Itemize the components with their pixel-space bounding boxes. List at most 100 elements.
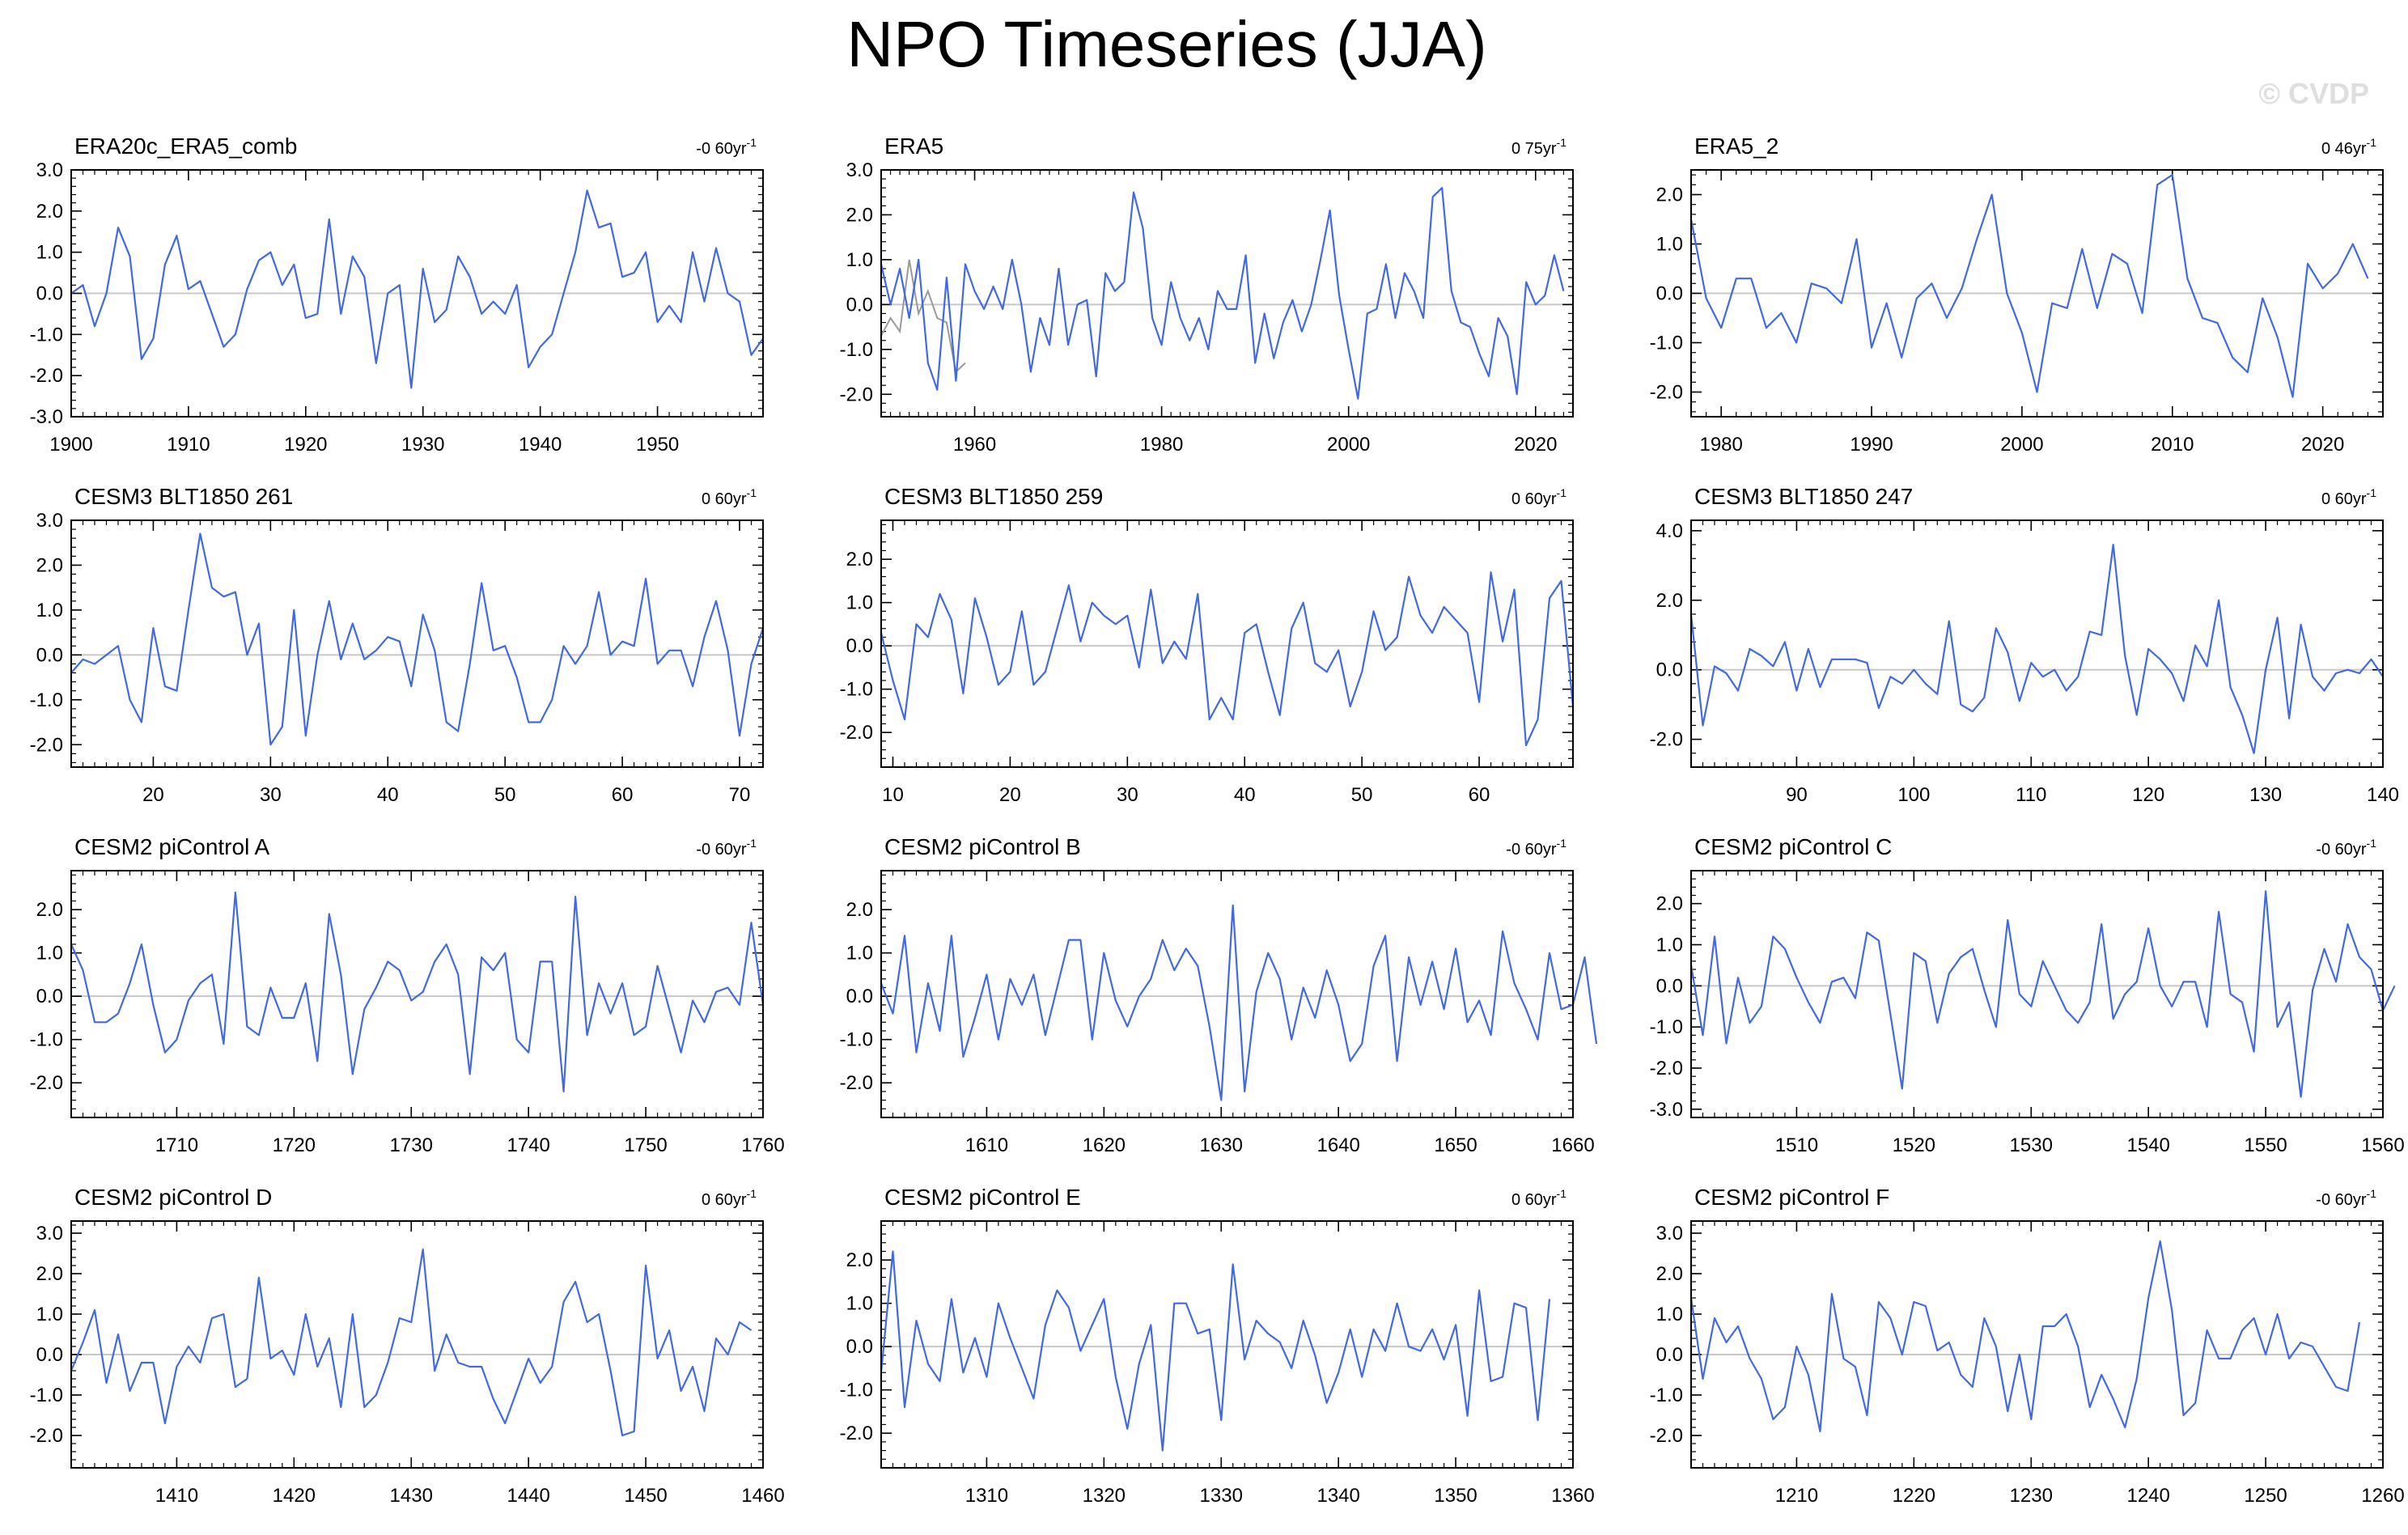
x-minor-ticks bbox=[1690, 871, 2384, 1117]
x-tick-label: 1330 bbox=[1200, 1485, 1243, 1507]
x-tick-label: 1740 bbox=[507, 1134, 549, 1156]
y-tick-label: 0.0 bbox=[1656, 1344, 1683, 1366]
x-tick-label: 50 bbox=[494, 784, 516, 806]
x-tick-label: 1720 bbox=[273, 1134, 316, 1156]
y-tick-label: -2.0 bbox=[30, 1072, 63, 1094]
series-line bbox=[1689, 174, 2369, 398]
y-tick-label: 2.0 bbox=[846, 899, 873, 921]
trend-exponent: -1 bbox=[2367, 837, 2377, 850]
chart-panel: CESM3 BLT1850 259 0 60yr-1 10 20 30 40 50 60 -2.… bbox=[840, 484, 1575, 806]
y-tick-label: 3.0 bbox=[846, 159, 873, 181]
watermark: © CVDP bbox=[2258, 77, 2369, 110]
x-tick-label: 1440 bbox=[507, 1485, 549, 1507]
y-tick-label: 0.0 bbox=[1656, 283, 1683, 305]
x-tick-label: 110 bbox=[2016, 784, 2046, 806]
x-tick-label: 60 bbox=[1469, 784, 1490, 806]
x-tick-label: 1340 bbox=[1316, 1485, 1359, 1507]
y-tick-label: 2.0 bbox=[1656, 590, 1683, 612]
panel-trend: -0 60yr-1 bbox=[2316, 837, 2376, 859]
y-tick-label: 3.0 bbox=[36, 510, 63, 532]
y-tick-label: 0.0 bbox=[36, 283, 63, 305]
y-tick-label: -1.0 bbox=[840, 1029, 873, 1051]
series-line bbox=[880, 571, 1575, 747]
plot-frame bbox=[1690, 870, 2384, 1118]
y-tick-label: 2.0 bbox=[1656, 1263, 1683, 1285]
panel-title: CESM2 piControl A bbox=[74, 834, 270, 859]
y-tick-label: 0.0 bbox=[36, 986, 63, 1007]
panel-trend: 0 46yr-1 bbox=[2321, 136, 2376, 158]
x-tick-label: 1930 bbox=[401, 434, 444, 456]
trend-exponent: -1 bbox=[747, 136, 757, 149]
x-tick-label: 1530 bbox=[2010, 1134, 2053, 1156]
x-tick-label: 60 bbox=[612, 784, 634, 806]
y-tick-label: 1.0 bbox=[36, 1304, 63, 1325]
x-tick-label: 10 bbox=[882, 784, 904, 806]
x-tick-label: 1260 bbox=[2361, 1485, 2404, 1507]
x-tick-label: 1360 bbox=[1551, 1485, 1594, 1507]
series-line bbox=[880, 1250, 1551, 1452]
x-tick-label: 1960 bbox=[953, 434, 996, 456]
trend-exponent: -1 bbox=[747, 486, 757, 499]
x-tick-label: 1420 bbox=[273, 1485, 316, 1507]
y-tick-label: -2.0 bbox=[840, 384, 873, 405]
y-tick-label: 3.0 bbox=[36, 159, 63, 181]
x-tick-label: 50 bbox=[1351, 784, 1373, 806]
y-tick-label: -1.0 bbox=[30, 689, 63, 711]
y-tick-label: 1.0 bbox=[1656, 234, 1683, 256]
y-tick-label: 3.0 bbox=[1656, 1223, 1683, 1245]
x-tick-label: 1520 bbox=[1893, 1134, 1935, 1156]
y-tick-label: 0.0 bbox=[846, 986, 873, 1007]
trend-exponent: -1 bbox=[2367, 486, 2377, 499]
x-tick-label: 20 bbox=[142, 784, 164, 806]
panel-trend: -0 60yr-1 bbox=[1506, 837, 1566, 859]
x-tick-label: 120 bbox=[2132, 784, 2164, 806]
x-tick-label: 1350 bbox=[1434, 1485, 1477, 1507]
x-tick-label: 1910 bbox=[167, 434, 210, 456]
panel-title: CESM3 BLT1850 261 bbox=[74, 484, 293, 509]
y-tick-label: 1.0 bbox=[846, 1293, 873, 1315]
x-tick-label: 1240 bbox=[2126, 1485, 2169, 1507]
y-tick-label: 2.0 bbox=[846, 549, 873, 570]
plot-frame bbox=[70, 169, 764, 418]
trend-exponent: -1 bbox=[1557, 1187, 1567, 1200]
y-tick-label: 0.0 bbox=[36, 644, 63, 666]
x-tick-label: 2000 bbox=[1327, 434, 1370, 456]
x-tick-label: 1920 bbox=[284, 434, 327, 456]
series-line bbox=[880, 187, 1565, 400]
y-tick-label: 0.0 bbox=[1656, 659, 1683, 681]
y-tick-label: 2.0 bbox=[1656, 184, 1683, 206]
y-minor-ticks bbox=[1691, 870, 2383, 1118]
plot-frame bbox=[880, 870, 1574, 1118]
trend-exponent: -1 bbox=[747, 837, 757, 850]
x-minor-ticks bbox=[1690, 520, 2384, 767]
x-tick-label: 1990 bbox=[1850, 434, 1893, 456]
panel-title: CESM2 piControl F bbox=[1694, 1185, 1889, 1210]
x-tick-label: 2020 bbox=[1514, 434, 1557, 456]
x-tick-label: 1450 bbox=[624, 1485, 667, 1507]
x-tick-label: 1710 bbox=[155, 1134, 198, 1156]
y-tick-label: -2.0 bbox=[840, 1072, 873, 1094]
x-tick-label: 1620 bbox=[1083, 1134, 1126, 1156]
series-line bbox=[1689, 890, 2396, 1098]
chart-panel: CESM2 piControl A -0 60yr-1 1710 1720 1730 17… bbox=[30, 834, 785, 1156]
x-tick-label: 2000 bbox=[2000, 434, 2043, 456]
panel-trend: 0 75yr-1 bbox=[1511, 136, 1566, 158]
y-tick-label: 0.0 bbox=[846, 294, 873, 316]
x-tick-label: 1730 bbox=[390, 1134, 433, 1156]
x-tick-label: 1550 bbox=[2244, 1134, 2287, 1156]
x-tick-label: 1950 bbox=[636, 434, 679, 456]
series-line bbox=[70, 1248, 752, 1437]
y-tick-label: -1.0 bbox=[30, 324, 63, 346]
y-tick-label: 2.0 bbox=[846, 1249, 873, 1271]
y-tick-label: -1.0 bbox=[840, 1380, 873, 1401]
x-tick-label: 70 bbox=[729, 784, 751, 806]
plot-frame bbox=[70, 519, 764, 768]
series-line bbox=[70, 532, 765, 746]
panel-trend: 0 60yr-1 bbox=[702, 1187, 757, 1209]
chart-panel: CESM2 piControl C -0 60yr-1 1510 1520 1530 15… bbox=[1650, 834, 2405, 1156]
y-tick-label: 2.0 bbox=[36, 899, 63, 921]
x-tick-label: 1250 bbox=[2244, 1485, 2287, 1507]
y-tick-label: 0.0 bbox=[36, 1344, 63, 1366]
y-tick-label: 1.0 bbox=[36, 600, 63, 621]
